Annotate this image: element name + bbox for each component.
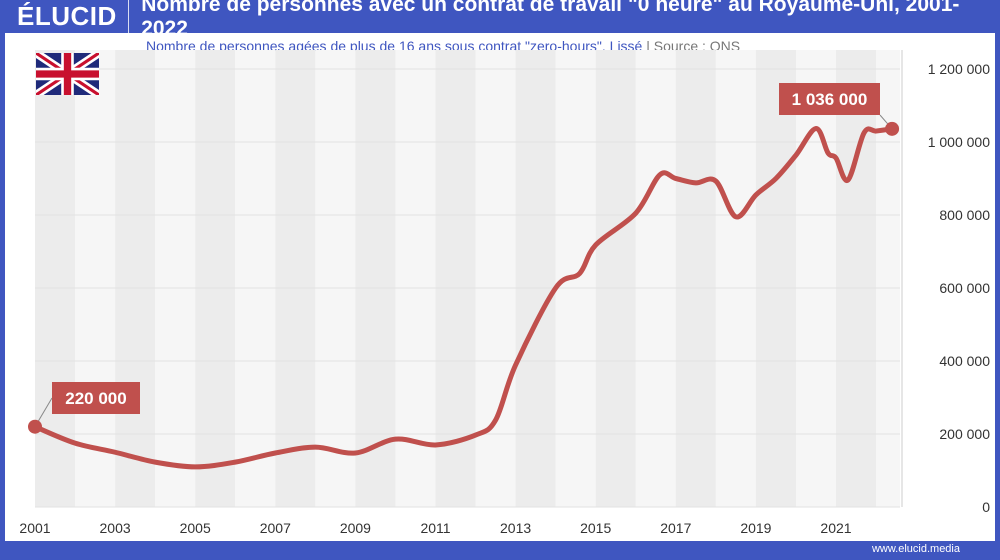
- year-band: [155, 50, 196, 507]
- header-divider: [128, 0, 130, 33]
- year-band: [355, 50, 396, 507]
- year-band: [635, 50, 676, 507]
- x-tick-label: 2011: [420, 520, 450, 536]
- x-tick-label: 2019: [740, 520, 771, 536]
- annotation-label: 220 000: [65, 389, 126, 408]
- x-tick-label: 2005: [180, 520, 211, 536]
- subtitle-separator: |: [646, 38, 650, 54]
- annotation-label: 1 036 000: [792, 90, 868, 109]
- x-tick-label: 2015: [580, 520, 611, 536]
- year-band: [836, 50, 877, 507]
- annotation-point: [885, 121, 900, 136]
- year-band: [595, 50, 636, 507]
- year-band: [876, 50, 900, 507]
- year-band: [475, 50, 516, 507]
- year-band: [515, 50, 556, 507]
- x-tick-label: 2021: [820, 520, 851, 536]
- x-tick-label: 2007: [260, 520, 291, 536]
- year-band: [435, 50, 476, 507]
- annotation-box: [52, 382, 140, 414]
- year-band: [275, 50, 316, 507]
- year-band: [235, 50, 276, 507]
- footer-url: www.elucid.media: [871, 543, 960, 555]
- year-band: [195, 50, 236, 507]
- header-bar: ÉLUCID Nombre de personnes avec un contr…: [0, 0, 1000, 40]
- series-line: [34, 125, 893, 470]
- year-band: [755, 50, 796, 507]
- annotation-point: [28, 419, 42, 434]
- y-tick-label: 600 000: [939, 280, 990, 296]
- year-band: [795, 50, 836, 507]
- y-tick-label: 0: [982, 499, 990, 515]
- year-band: [675, 50, 716, 507]
- x-tick-label: 2003: [100, 520, 131, 536]
- x-tick-label: 2013: [500, 520, 531, 536]
- year-band: [395, 50, 436, 507]
- year-band: [115, 50, 156, 507]
- year-band: [75, 50, 116, 507]
- x-tick-label: 2001: [19, 520, 50, 536]
- x-tick-label: 2017: [660, 520, 691, 536]
- x-tick-label: 2009: [340, 520, 371, 536]
- y-tick-label: 1 200 000: [928, 61, 990, 77]
- annotation-box: [779, 83, 880, 115]
- uk-flag-icon: [36, 53, 99, 95]
- elucid-logo: ÉLUCID: [17, 1, 117, 31]
- y-tick-label: 200 000: [939, 426, 990, 442]
- year-band: [315, 50, 356, 507]
- year-band: [715, 50, 756, 507]
- y-tick-label: 1 000 000: [928, 134, 990, 150]
- y-tick-label: 400 000: [939, 353, 990, 369]
- y-tick-label: 800 000: [939, 207, 990, 223]
